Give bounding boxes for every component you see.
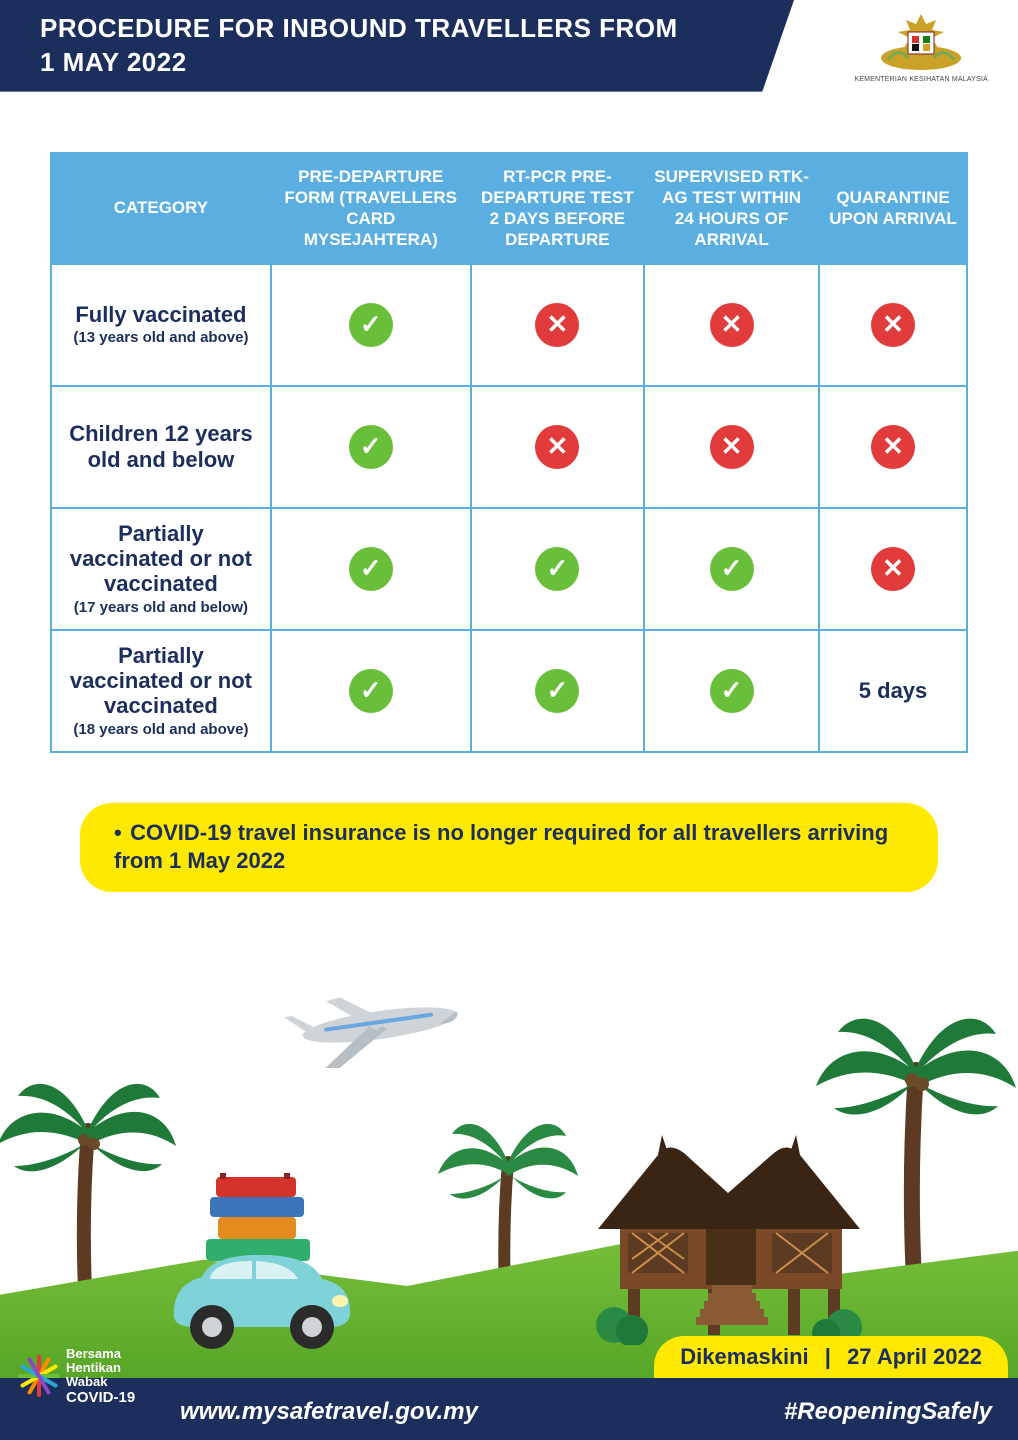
procedure-table: CATEGORY PRE-DEPARTURE FORM (TRAVELLERS … (50, 152, 968, 753)
traditional-house-icon (588, 1125, 868, 1350)
cross-icon: ✕ (710, 425, 754, 469)
cell-text: 5 days (828, 678, 958, 704)
cross-icon: ✕ (871, 547, 915, 591)
col-category: CATEGORY (51, 153, 271, 264)
status-cell: ✓ (644, 508, 819, 630)
table-body: Fully vaccinated (13 years old and above)… (51, 264, 967, 752)
status-cell: ✓ (271, 264, 471, 386)
category-sub: (13 years old and above) (60, 329, 262, 347)
bullet-icon: • (114, 819, 124, 848)
check-icon: ✓ (710, 547, 754, 591)
campaign-line3: Wabak (66, 1375, 135, 1389)
table-row: Children 12 years old and below ✓ ✕ ✕ ✕ (51, 386, 967, 508)
status-cell: ✕ (644, 264, 819, 386)
check-icon: ✓ (349, 669, 393, 713)
car-with-luggage-icon (160, 1167, 360, 1362)
note-text: COVID-19 travel insurance is no longer r… (114, 820, 888, 874)
campaign-logo: Bersama Hentikan Wabak COVID-19 (18, 1347, 135, 1406)
status-cell: 5 days (819, 630, 967, 752)
table-header-row: CATEGORY PRE-DEPARTURE FORM (TRAVELLERS … (51, 153, 967, 264)
status-cell: ✕ (644, 386, 819, 508)
category-main: Children 12 years old and below (60, 421, 262, 472)
status-cell: ✕ (819, 508, 967, 630)
ministry-crest: KEMENTERIAN KESIHATAN MALAYSIA (854, 8, 988, 83)
cross-icon: ✕ (871, 425, 915, 469)
status-cell: ✓ (271, 386, 471, 508)
illustration-scene: Dikemaskini | 27 April 2022 Bersama Hent… (0, 1010, 1018, 1440)
title-line-2: 1 MAY 2022 (40, 47, 187, 77)
status-cell: ✕ (471, 386, 644, 508)
update-pill: Dikemaskini | 27 April 2022 (654, 1336, 1008, 1378)
update-date: 27 April 2022 (847, 1344, 982, 1369)
check-icon: ✓ (349, 303, 393, 347)
cross-icon: ✕ (535, 425, 579, 469)
check-icon: ✓ (349, 547, 393, 591)
category-cell: Fully vaccinated (13 years old and above) (51, 264, 271, 386)
col-predep-form: PRE-DEPARTURE FORM (TRAVELLERS CARD MYSE… (271, 153, 471, 264)
status-cell: ✓ (471, 630, 644, 752)
title-line-1: PROCEDURE FOR INBOUND TRAVELLERS FROM (40, 13, 678, 43)
check-icon: ✓ (535, 669, 579, 713)
table-row: Partially vaccinated or not vaccinated (1… (51, 508, 967, 630)
burst-icon (18, 1355, 60, 1397)
col-rtpcr: RT-PCR PRE-DEPARTURE TEST 2 DAYS BEFORE … (471, 153, 644, 264)
check-icon: ✓ (710, 669, 754, 713)
cross-icon: ✕ (535, 303, 579, 347)
status-cell: ✓ (644, 630, 819, 752)
cross-icon: ✕ (710, 303, 754, 347)
status-cell: ✓ (271, 630, 471, 752)
crest-icon (878, 8, 964, 74)
crest-caption: KEMENTERIAN KESIHATAN MALAYSIA (854, 76, 988, 83)
category-cell: Children 12 years old and below (51, 386, 271, 508)
table-row: Fully vaccinated (13 years old and above)… (51, 264, 967, 386)
check-icon: ✓ (349, 425, 393, 469)
cross-icon: ✕ (871, 303, 915, 347)
check-icon: ✓ (535, 547, 579, 591)
category-main: Partially vaccinated or not vaccinated (60, 643, 262, 719)
status-cell: ✕ (819, 264, 967, 386)
status-cell: ✓ (471, 508, 644, 630)
category-sub: (17 years old and below) (60, 599, 262, 617)
status-cell: ✕ (819, 386, 967, 508)
table-row: Partially vaccinated or not vaccinated (1… (51, 630, 967, 752)
campaign-line1: Bersama (66, 1347, 135, 1361)
campaign-line2: Hentikan (66, 1361, 135, 1375)
note-pill: • COVID-19 travel insurance is no longer… (80, 803, 938, 892)
status-cell: ✓ (271, 508, 471, 630)
hashtag: #ReopeningSafely (784, 1398, 992, 1426)
page-title: PROCEDURE FOR INBOUND TRAVELLERS FROM 1 … (40, 12, 754, 80)
campaign-line4: COVID-19 (66, 1390, 135, 1407)
col-quarantine: QUARANTINE UPON ARRIVAL (819, 153, 967, 264)
update-label: Dikemaskini (680, 1344, 808, 1369)
website-url: www.mysafetravel.gov.my (180, 1398, 478, 1426)
category-main: Fully vaccinated (60, 302, 262, 327)
header-banner: PROCEDURE FOR INBOUND TRAVELLERS FROM 1 … (0, 0, 794, 92)
procedure-table-wrap: CATEGORY PRE-DEPARTURE FORM (TRAVELLERS … (50, 152, 968, 753)
col-rtkag: SUPERVISED RTK-AG TEST WITHIN 24 HOURS O… (644, 153, 819, 264)
category-sub: (18 years old and above) (60, 721, 262, 739)
category-cell: Partially vaccinated or not vaccinated (1… (51, 508, 271, 630)
airplane-icon (280, 970, 480, 1085)
category-main: Partially vaccinated or not vaccinated (60, 521, 262, 597)
separator-icon: | (825, 1344, 831, 1370)
category-cell: Partially vaccinated or not vaccinated (1… (51, 630, 271, 752)
status-cell: ✕ (471, 264, 644, 386)
